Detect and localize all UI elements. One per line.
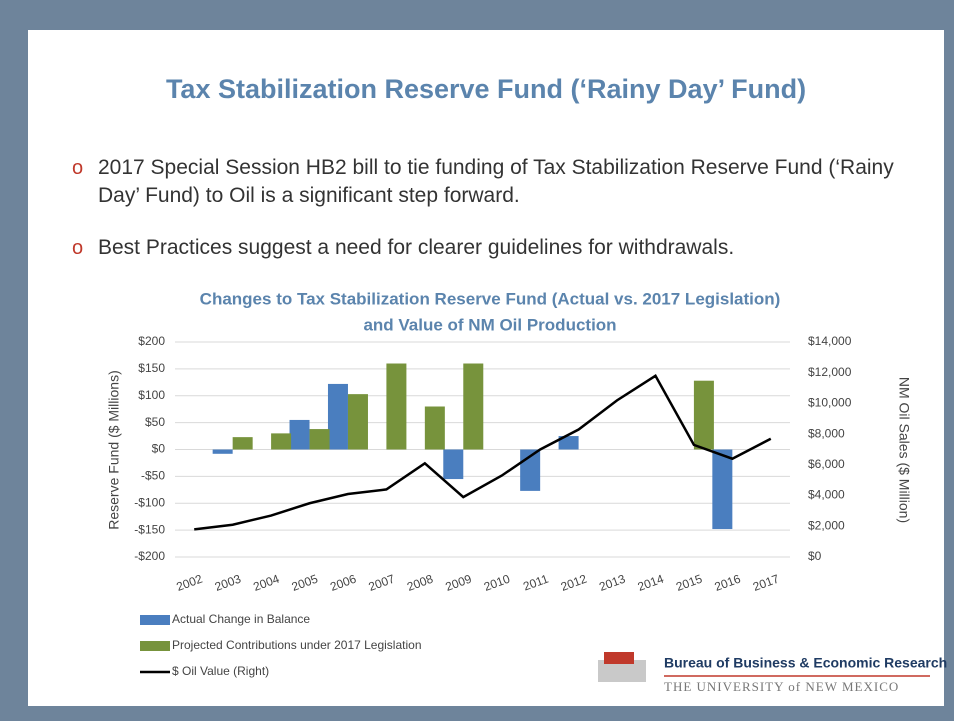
chart-title: and Value of NM Oil Production: [363, 315, 616, 334]
x-tick-label: 2006: [328, 572, 358, 594]
legend-swatch: [140, 641, 170, 651]
y2-tick-label: $12,000: [808, 365, 852, 379]
y2-tick-label: $2,000: [808, 518, 845, 532]
bullet-text: 2017 Special Session HB2 bill to tie fun…: [98, 156, 894, 207]
bullet-text: Best Practices suggest a need for cleare…: [98, 236, 735, 259]
y2-tick-label: $8,000: [808, 426, 845, 440]
bar: [424, 406, 445, 450]
y2-axis-title: NM Oil Sales ($ Million): [896, 377, 912, 523]
y-axis-title: Reserve Fund ($ Millions): [106, 370, 122, 530]
bullet: o Best Practices suggest a need for clear…: [72, 236, 735, 259]
bar: [327, 383, 348, 450]
bar: [712, 449, 733, 530]
logo-icon: [598, 660, 646, 682]
y-tick-label: $100: [138, 388, 165, 402]
bar: [309, 429, 330, 450]
bar: [386, 363, 407, 450]
y-tick-label: $200: [138, 334, 165, 348]
logo-text: THE UNIVERSITY of NEW MEXICO: [664, 679, 899, 694]
y2-tick-label: $0: [808, 549, 822, 563]
y-tick-label: $0: [152, 442, 166, 456]
y-tick-label: $50: [145, 415, 165, 429]
x-tick-label: 2013: [597, 572, 627, 594]
x-tick-label: 2014: [636, 572, 666, 594]
x-tick-label: 2009: [444, 572, 474, 594]
legend-label: Actual Change in Balance: [172, 612, 310, 626]
y-tick-label: -$150: [134, 522, 165, 536]
logo-text: Bureau of Business & Economic Research: [664, 655, 947, 671]
x-tick-label: 2010: [482, 572, 512, 594]
logo-icon: [604, 652, 634, 664]
y2-tick-label: $4,000: [808, 488, 845, 502]
bar: [693, 380, 714, 450]
y2-tick-label: $6,000: [808, 457, 845, 471]
y-tick-label: -$200: [134, 549, 165, 563]
logo: Bureau of Business & Economic Research T…: [598, 652, 947, 694]
oil-line: [194, 374, 772, 531]
x-tick-label: 2004: [251, 572, 281, 594]
bar: [463, 363, 484, 450]
y-tick-label: -$50: [141, 469, 165, 483]
bar: [232, 437, 253, 450]
bar: [212, 449, 233, 454]
x-tick-label: 2005: [290, 572, 320, 594]
y2-tick-label: $10,000: [808, 396, 852, 410]
bar: [271, 433, 292, 450]
slide: Tax Stabilization Reserve Fund (‘Rainy D…: [28, 30, 944, 706]
x-tick-label: 2008: [405, 572, 435, 594]
bar: [558, 436, 579, 450]
bullet: o 2017 Special Session HB2 bill to tie fu…: [72, 156, 894, 207]
bar: [443, 449, 464, 480]
y2-tick-label: $14,000: [808, 334, 852, 348]
x-tick-label: 2002: [174, 572, 204, 594]
x-tick-label: 2003: [213, 572, 243, 594]
chart-title: Changes to Tax Stabilization Reserve Fun…: [200, 289, 781, 308]
slide-title: Tax Stabilization Reserve Fund (‘Rainy D…: [165, 74, 807, 104]
x-tick-label: 2011: [521, 572, 550, 594]
x-tick-label: 2015: [674, 572, 704, 594]
legend-swatch: [140, 615, 170, 625]
y-tick-label: $150: [138, 361, 165, 375]
legend-label: $ Oil Value (Right): [172, 664, 269, 678]
bar: [347, 394, 368, 450]
x-tick-label: 2007: [367, 572, 397, 594]
legend-label: Projected Contributions under 2017 Legis…: [172, 638, 422, 652]
x-tick-label: 2012: [559, 572, 589, 594]
x-tick-label: 2017: [751, 572, 781, 594]
bar: [289, 419, 310, 450]
x-tick-label: 2016: [713, 572, 743, 594]
y-tick-label: -$100: [134, 495, 165, 509]
